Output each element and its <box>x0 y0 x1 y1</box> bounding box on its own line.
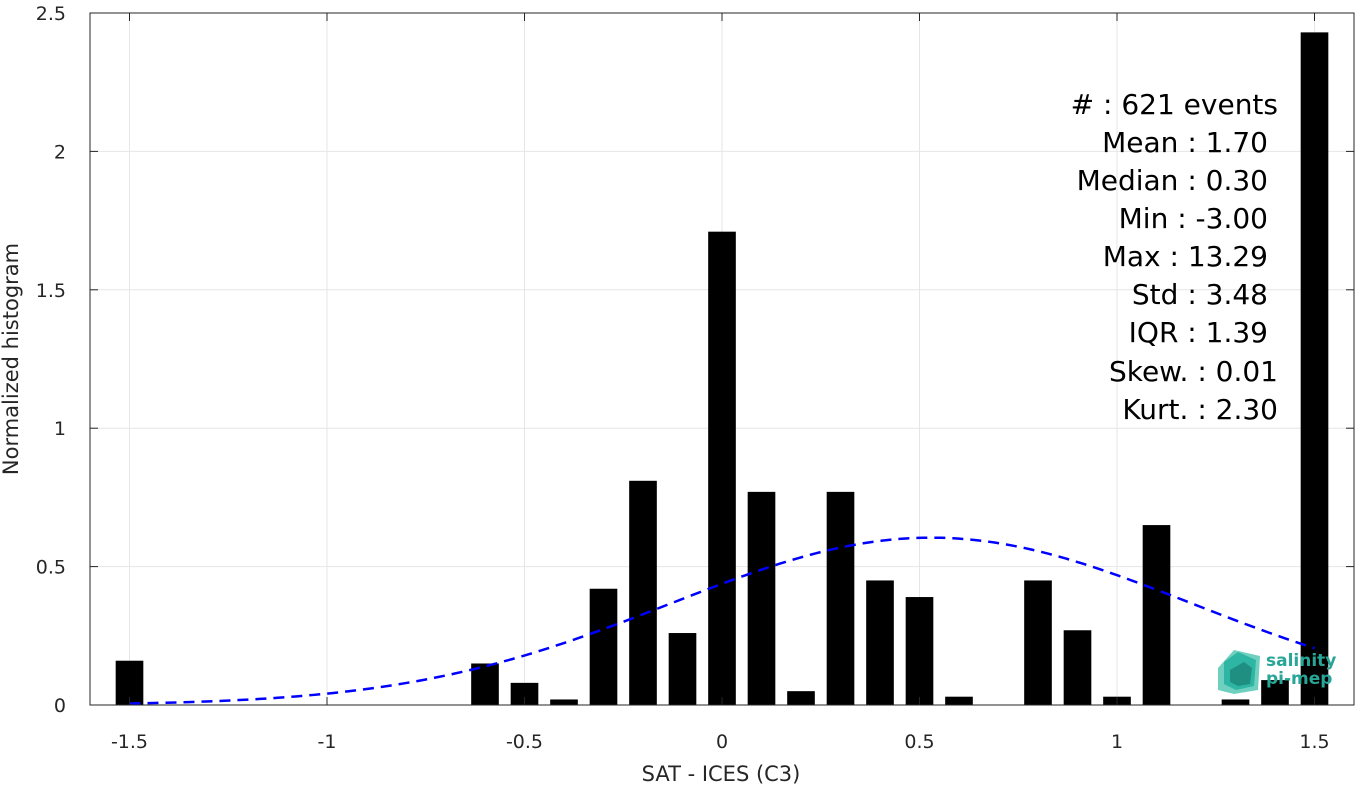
histogram-bar <box>589 588 618 705</box>
stat-max: Max : 13.29 <box>1103 240 1268 273</box>
histogram-bar <box>747 491 776 705</box>
histogram-bar <box>1221 699 1250 705</box>
logo-line1: salinity <box>1266 651 1336 671</box>
histogram-bar <box>1063 630 1092 705</box>
histogram-bar <box>866 580 894 705</box>
histogram-bar <box>510 682 539 705</box>
x-tick-label: 0.5 <box>904 731 934 753</box>
x-axis-label: SAT - ICES (C3) <box>642 762 801 785</box>
gaussian-fit-curve <box>129 536 1315 705</box>
histogram-bar <box>787 691 815 705</box>
histogram-bar <box>471 663 499 705</box>
x-tick-label: -0.5 <box>506 731 543 753</box>
histogram-bar <box>826 491 855 705</box>
logo-line2: pi-mep <box>1266 669 1332 689</box>
y-tick-label: 1.5 <box>36 280 66 302</box>
histogram-bar <box>1142 525 1171 705</box>
y-axis-label: Normalized histogram <box>0 243 23 475</box>
y-tick-label: 2 <box>54 141 66 163</box>
stat-mean: Mean : 1.70 <box>1102 126 1268 159</box>
x-tick-label: 1.5 <box>1299 731 1329 753</box>
stat-min: Min : -3.00 <box>1119 202 1268 235</box>
x-tick-label: 0 <box>716 731 728 753</box>
y-tick-label: 1 <box>54 418 66 440</box>
x-tick-label: -1 <box>318 731 337 753</box>
histogram-bar <box>629 480 657 705</box>
salinity-pimep-logo: salinity pi-mep <box>1218 650 1336 694</box>
stat-skew: Skew. : 0.01 <box>1109 355 1278 388</box>
histogram-bar <box>668 633 697 705</box>
y-tick-label: 0.5 <box>36 557 66 579</box>
stat-std: Std : 3.48 <box>1132 278 1268 311</box>
y-tick-label: 2.5 <box>36 3 66 25</box>
histogram-bar <box>1300 32 1329 706</box>
histogram-bar <box>550 699 578 705</box>
x-tick-label: 1 <box>1111 731 1123 753</box>
tick-labels: -1.5 -1 -0.5 0 0.5 1 1.5 0 0.5 1 1.5 2 2.5 <box>36 3 1330 753</box>
statistics-annotation: # : 621 events Mean : 1.70 Median : 0.30… <box>1071 88 1278 426</box>
histogram-bar <box>945 696 973 705</box>
histogram-bars <box>115 32 1329 706</box>
x-tick-label: -1.5 <box>111 731 148 753</box>
stat-kurt: Kurt. : 2.30 <box>1122 393 1278 426</box>
axes <box>89 12 1355 706</box>
stat-iqr: IQR : 1.39 <box>1129 316 1268 349</box>
histogram-bar <box>905 597 934 705</box>
logo-icon <box>1218 650 1260 694</box>
stat-events: # : 621 events <box>1071 88 1278 121</box>
stat-median: Median : 0.30 <box>1077 164 1268 197</box>
y-tick-label: 0 <box>54 695 66 717</box>
histogram-bar <box>1024 580 1052 705</box>
histogram-bar <box>708 231 736 705</box>
histogram-bar <box>1261 680 1289 705</box>
